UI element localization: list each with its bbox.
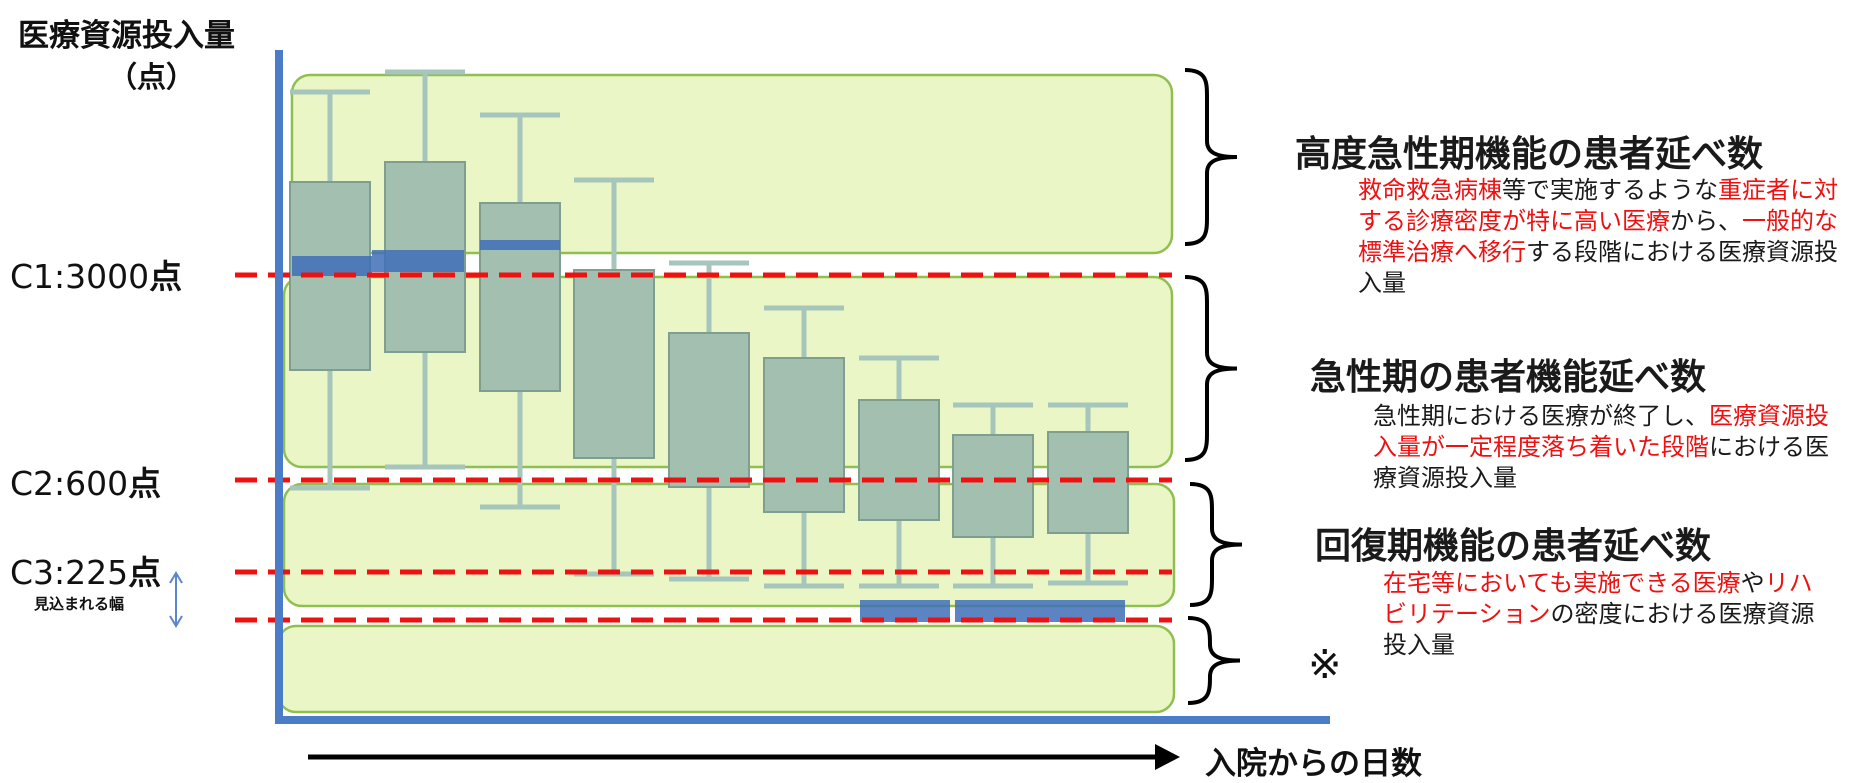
description-segment: リハビリテーション: [1383, 569, 1813, 628]
cutoff-label-c1: C1:3000点: [10, 257, 183, 296]
description-segment: から、: [1670, 207, 1742, 235]
zone-heading-recovery: 回復期機能の患者延べ数: [1315, 526, 1712, 567]
zone-heading-high-acute: 高度急性期機能の患者延べ数: [1295, 134, 1764, 175]
y-axis-unit: （点）: [108, 60, 196, 94]
description-segment: 医療資源投入量が一定程度落ち着いた段階: [1373, 402, 1829, 461]
description-segment: における医療資源投入量: [1373, 433, 1829, 492]
y-axis-label: 医療資源投入量: [18, 18, 235, 54]
expected-range-label: 見込まれる幅: [34, 595, 125, 613]
description-segment: や: [1740, 569, 1765, 597]
box-accent-2: [372, 250, 464, 272]
range-arrow-head-down: [169, 615, 183, 628]
brace-other: [1187, 616, 1241, 705]
brace-recovery: [1189, 482, 1243, 607]
cutoff-label-c3: C3:225点: [10, 553, 162, 592]
brace-high-acute: [1184, 68, 1238, 246]
description-segment: 一般的な標準治療へ移行: [1358, 207, 1838, 266]
description-segment: 等で実施するような: [1502, 176, 1718, 204]
range-arrow-head-up: [169, 571, 183, 584]
footnote-mark: ※: [1308, 642, 1342, 688]
box-7: [858, 399, 940, 521]
box-accent-4: [860, 600, 950, 622]
box-accent-1: [292, 256, 372, 276]
description-segment: 救命救急病棟: [1358, 176, 1502, 204]
box-8: [952, 434, 1034, 538]
box-4: [573, 269, 655, 459]
description-segment: 急性期における医療が終了し、: [1373, 402, 1709, 430]
cutoff-label-c2: C2:600点: [10, 464, 162, 503]
cutoff-lines: [169, 272, 1172, 628]
description-segment: 在宅等においても実施できる医療: [1383, 569, 1741, 597]
axes: [275, 50, 1330, 770]
description-segment: 重症者に対する診療密度が特に高い医療: [1358, 176, 1838, 235]
box-accent-3: [480, 240, 560, 250]
zone-description-acute: 急性期における医療が終了し、医療資源投入量が一定程度落ち着いた段階における医療資…: [1373, 401, 1848, 494]
box-6: [763, 357, 845, 513]
boxplot-series: [289, 69, 1129, 622]
brace-acute: [1184, 275, 1238, 462]
box-5: [668, 332, 750, 488]
zone-description-recovery: 在宅等においても実施できる医療やリハビリテーションの密度における医療資源投入量: [1383, 568, 1823, 661]
zone-band-other: [276, 624, 1176, 714]
zone-band-recovery: [282, 482, 1176, 608]
description-segment: する段階における医療資源投入量: [1358, 238, 1838, 297]
x-axis-label: 入院からの日数: [1205, 746, 1422, 782]
box-3: [479, 202, 561, 392]
zone-description-high-acute: 救命救急病棟等で実施するような重症者に対する診療密度が特に高い医療から、一般的な…: [1358, 175, 1858, 299]
description-segment: の密度における医療資源投入量: [1383, 600, 1815, 659]
zone-heading-acute: 急性期の患者機能延べ数: [1310, 357, 1707, 398]
box-accent-5: [955, 600, 1125, 622]
zone-braces: [1184, 68, 1243, 705]
time-arrow-head: [1155, 744, 1180, 770]
